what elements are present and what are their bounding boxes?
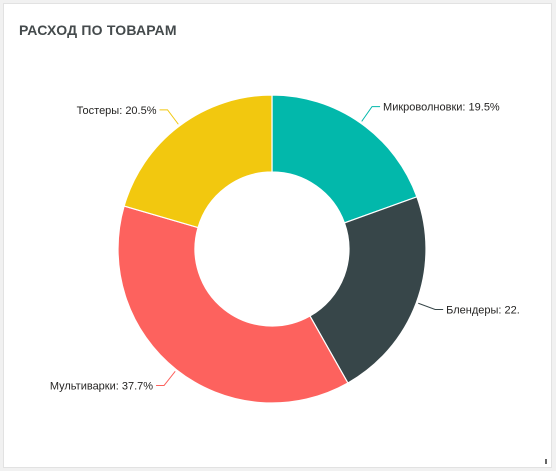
slice-1[interactable] (309, 196, 427, 384)
leader-line-0 (361, 106, 381, 122)
slice-0[interactable] (271, 94, 418, 224)
slice-3[interactable] (123, 94, 273, 229)
slice-2[interactable] (117, 205, 349, 404)
chart-title: РАСХОД ПО ТОВАРАМ (19, 22, 177, 38)
leader-line-3 (159, 109, 179, 125)
slice-label-0: Микроволновки: 19.5% (383, 102, 500, 114)
leader-line-2 (156, 371, 176, 386)
slice-label-3: Тостеры: 20.5% (77, 105, 157, 117)
slice-label-1: Блендеры: 22. (446, 304, 520, 316)
leader-line-1 (418, 302, 444, 310)
resize-grip[interactable] (545, 459, 547, 464)
slice-label-2: Мультиварки: 37.7% (50, 380, 153, 392)
